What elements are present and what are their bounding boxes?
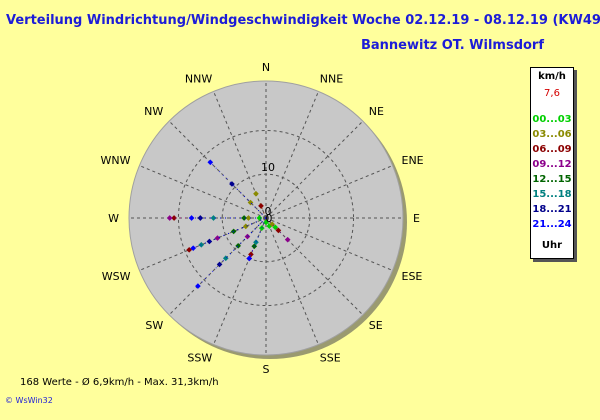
data-point-2-1: [186, 246, 192, 253]
direction-label-ene: ENE: [402, 154, 424, 167]
direction-label-sw: SW: [145, 319, 163, 332]
station-location: Bannewitz OT. Wilmsdorf: [360, 38, 544, 53]
legend-current-speed: 7,6: [544, 88, 560, 99]
data-point-5-1: [222, 255, 229, 262]
legend-unit: km/h: [538, 71, 566, 82]
radial-tick-10: 10: [261, 161, 275, 174]
data-point-7-1: [246, 255, 253, 262]
legend-range-5: 15...18: [532, 189, 572, 200]
data-ray-2-2: [260, 205, 267, 219]
direction-label-e: E: [413, 212, 420, 225]
legend-range-6: 18...21: [532, 204, 572, 215]
radial-tick-center: 0: [266, 212, 273, 225]
page-title: Verteilung Windrichtung/Windgeschwindigk…: [6, 13, 600, 28]
spoke-ese: [265, 217, 393, 271]
legend-range-3: 09...12: [532, 159, 572, 170]
data-point-1-4: [242, 223, 249, 230]
direction-label-wsw: WSW: [102, 270, 131, 283]
direction-label-wnw: WNW: [101, 154, 131, 167]
data-point-1-0: [253, 190, 259, 197]
data-ray-7-4: [209, 161, 267, 219]
legend-range-0: 00...03: [532, 114, 572, 125]
direction-label-nw: NW: [144, 105, 163, 118]
spoke-sse: [265, 217, 319, 345]
data-point-7-4: [207, 159, 214, 166]
direction-label-n: N: [262, 61, 270, 74]
legend-box: km/h 7,6 00...03 03...06 06...09 09...12…: [530, 67, 574, 259]
legend-range-2: 06...09: [532, 144, 572, 155]
data-point-1-1: [247, 199, 254, 206]
data-point-7-3: [190, 245, 197, 251]
spoke-ssw: [213, 217, 267, 345]
direction-label-ssw: SSW: [187, 352, 212, 365]
data-point-0-2: [263, 219, 269, 226]
direction-label-w: W: [108, 212, 119, 225]
data-ray-7-3: [193, 217, 267, 249]
data-point-7-0: [195, 283, 201, 289]
data-point-4-3: [241, 215, 247, 221]
data-point-7-2: [188, 215, 195, 221]
spoke-se: [265, 217, 364, 316]
radial-tick-0: 0: [265, 205, 272, 218]
data-point-6-1: [206, 238, 213, 245]
legend-range-4: 12...15: [532, 174, 572, 185]
direction-label-ese: ESE: [402, 270, 423, 283]
direction-label-nnw: NNW: [185, 72, 212, 85]
spoke-nw: [168, 120, 267, 219]
data-point-3-1: [244, 233, 251, 240]
spoke-ne: [265, 120, 364, 219]
direction-label-ne: NE: [369, 105, 384, 118]
spoke-nnw: [213, 91, 267, 219]
data-point-3-4: [214, 235, 221, 241]
data-point-5-2: [210, 215, 217, 221]
direction-label-se: SE: [369, 319, 383, 332]
data-ray-7-0: [197, 217, 267, 287]
data-ray-3-2: [265, 217, 289, 241]
data-point-0-3: [256, 215, 263, 221]
data-point-3-2: [284, 236, 291, 243]
data-point-2-2: [258, 203, 264, 209]
data-point-2-3: [248, 251, 254, 258]
direction-label-sse: SSE: [320, 352, 341, 365]
data-point-2-0: [171, 215, 177, 221]
summary-stats: 168 Werte - Ø 6,9km/h - Max. 31,3km/h: [20, 377, 219, 388]
software-credit: © WsWin32: [5, 396, 53, 405]
spoke-ene: [265, 165, 393, 219]
direction-label-nne: NNE: [320, 72, 343, 85]
grid-circle-20: [177, 129, 355, 307]
direction-label-s: S: [263, 363, 270, 376]
legend-footer: Uhr: [541, 240, 563, 251]
data-point-5-3: [253, 239, 259, 246]
legend-range-1: 03...06: [532, 129, 572, 140]
spoke-sw: [168, 217, 267, 316]
data-point-4-1: [235, 243, 241, 249]
legend-range-7: 21...24: [532, 219, 572, 230]
spoke-nne: [265, 91, 319, 219]
data-point-3-0: [166, 215, 173, 221]
data-point-1-2: [245, 215, 252, 221]
spoke-wnw: [139, 165, 267, 219]
